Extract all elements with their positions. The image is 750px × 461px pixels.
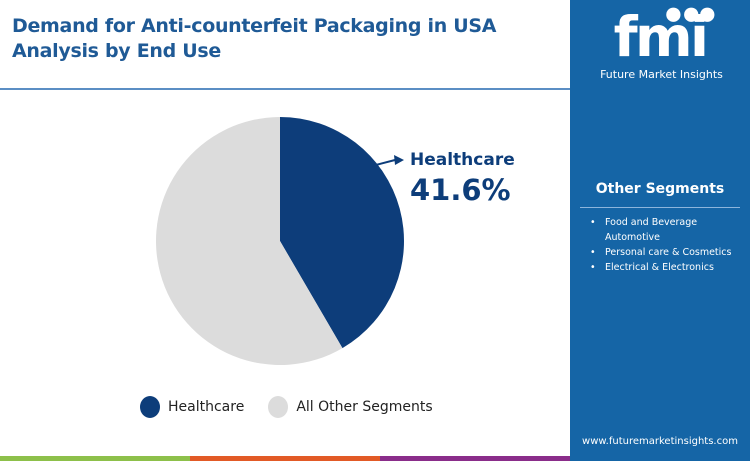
accent-bar-orange bbox=[190, 456, 380, 461]
callout-line bbox=[371, 159, 396, 167]
callout-arrow bbox=[394, 155, 404, 165]
pie-chart bbox=[156, 117, 404, 365]
legend-label-healthcare: Healthcare bbox=[168, 399, 245, 415]
legend-swatch-other bbox=[268, 396, 289, 418]
slice-label-value: 41.6% bbox=[410, 173, 511, 207]
pie-slice-healthcare bbox=[280, 117, 404, 349]
other-segments-heading: Other Segments bbox=[595, 181, 725, 197]
legend-label-other: All Other Segments bbox=[296, 399, 433, 415]
other-segments-divider bbox=[580, 207, 740, 208]
title-line-1: Demand for Anti-counterfeit Packaging in… bbox=[12, 15, 497, 37]
website-url: www.futuremarketinsights.com bbox=[582, 436, 738, 447]
legend: Healthcare All Other Segments bbox=[140, 396, 433, 418]
segment-item: Food and Beverage Automotive bbox=[590, 215, 740, 245]
brand-name: Future Market Insights bbox=[600, 68, 723, 81]
segment-item: Personal care & Cosmetics bbox=[590, 245, 740, 260]
slice-label-name: Healthcare bbox=[410, 150, 515, 170]
legend-swatch-healthcare bbox=[140, 396, 160, 418]
accent-bar-purple bbox=[380, 456, 570, 461]
title-line-2: Analysis by End Use bbox=[12, 40, 221, 62]
accent-bar-green bbox=[0, 456, 190, 461]
chart-title: Demand for Anti-counterfeit Packaging in… bbox=[12, 14, 496, 64]
segment-item: Electrical & Electronics bbox=[590, 260, 740, 275]
fmi-logo: fmi bbox=[614, 6, 715, 62]
other-segments-list: Food and Beverage Automotive Personal ca… bbox=[590, 215, 740, 275]
pie-slice-all-other-segments bbox=[156, 117, 343, 365]
divider bbox=[0, 88, 570, 90]
